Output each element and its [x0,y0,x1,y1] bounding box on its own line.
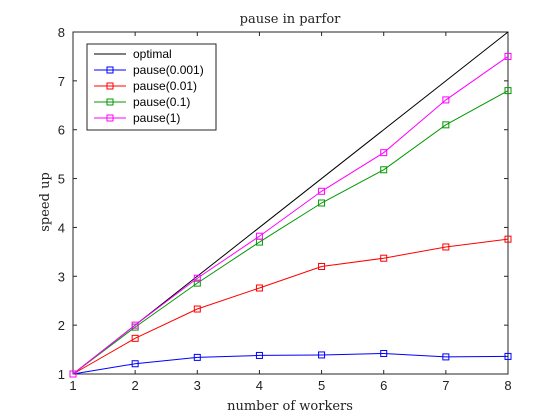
series-line-3 [72,90,509,375]
y-tick-label: 2 [58,318,65,333]
series-2-point [318,263,326,271]
series-line-2 [72,238,509,375]
x-axis-label: number of workers [227,399,353,414]
x-tick-label: 6 [380,378,387,393]
series-1-point [255,351,263,359]
series-3-point [504,87,512,95]
y-tick-label: 7 [58,74,65,89]
series-2-point [131,334,139,342]
series-1-point [318,351,326,359]
legend-label: pause(0.001) [133,63,204,77]
series-4-point [380,149,388,157]
x-tick-label: 4 [256,378,263,393]
axes-frame [72,31,509,375]
legend: optimal pause(0.001) pause(0.01) pause(0.1)… [86,43,217,131]
y-tick-label: 6 [58,123,65,138]
series-3-point [318,199,326,207]
series-4-point [131,321,139,329]
series-2-point [255,284,263,292]
x-tick-label: 8 [504,378,511,393]
series-2-point [380,254,388,262]
legend-label: pause(0.1) [133,95,190,109]
series-4-point [442,96,450,104]
y-tick-label: 3 [58,269,65,284]
series-4-point [69,370,77,378]
y-axis-label: speed up [38,172,53,232]
x-tick-label: 1 [69,378,76,393]
y-tick-label: 5 [58,172,65,187]
legend-label: pause(0.01) [133,79,197,93]
chart-title: pause in parfor [240,12,342,27]
x-tick-label: 5 [318,378,325,393]
x-tick-label: 2 [132,378,139,393]
series-3-point [193,279,201,287]
series-line-4 [72,56,509,375]
series-4-point [193,274,201,282]
series-3-point [380,166,388,174]
y-tick-label: 8 [58,25,65,40]
y-tick-label: 4 [58,220,65,235]
legend-label: pause(1) [133,111,180,125]
x-tick-label: 7 [442,378,449,393]
series-line-1 [72,352,509,375]
legend-marker-4 [106,114,114,122]
series-3-point [442,121,450,129]
series-2-point [442,243,450,251]
series-4-point [318,187,326,195]
series-1-point [504,352,512,360]
legend-marker-1 [106,66,114,74]
y-tick-label: 1 [58,367,65,382]
series-4-point [255,232,263,240]
series-2-point [193,305,201,313]
plot-area: 1 2 3 4 5 6 7 8 1 2 3 4 5 6 7 8 [58,25,512,393]
legend-label: optimal [133,47,172,61]
series-1-point [442,353,450,361]
legend-marker-2 [106,82,114,90]
x-tick-label: 3 [194,378,201,393]
series-1-point [380,349,388,357]
series-4-point [504,52,512,60]
series-2-point [504,235,512,243]
legend-box [86,43,217,131]
series-1-point [193,353,201,361]
legend-marker-3 [106,98,114,106]
series-1-point [131,360,139,368]
